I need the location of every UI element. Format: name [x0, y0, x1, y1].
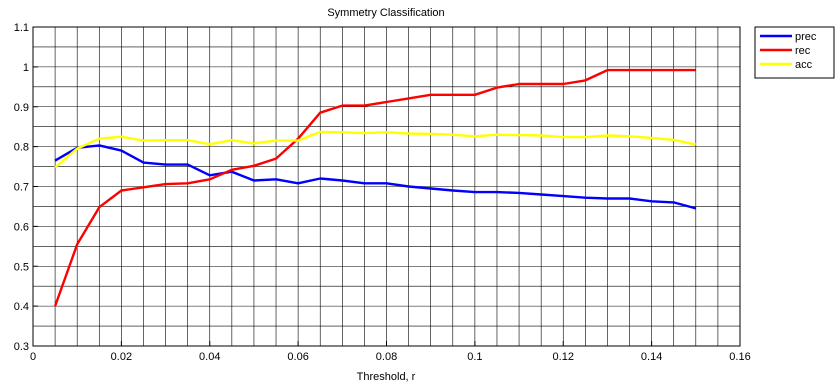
legend-label-rec: rec: [795, 45, 811, 57]
y-tick-label: 0.9: [14, 102, 29, 114]
x-tick-label: 0.14: [641, 351, 662, 363]
y-tick-label: 0.3: [14, 341, 29, 353]
y-axis-ticks: 0.3 0.4 0.5 0.6 0.7 0.8 0.9 1 1.1: [14, 22, 38, 353]
series-line-prec: [54, 144, 697, 210]
y-tick-label: 0.6: [14, 221, 29, 233]
y-tick-label: 1: [23, 62, 29, 74]
chart-title: Symmetry Classification: [327, 7, 444, 19]
legend-label-prec: prec: [795, 31, 817, 43]
y-tick-label: 0.7: [14, 182, 29, 194]
x-tick-label: 0.12: [553, 351, 574, 363]
series-line-acc: [54, 130, 697, 169]
y-tick-label: 0.8: [14, 142, 29, 154]
x-tick-label: 0.02: [111, 351, 132, 363]
y-tick-label: 0.5: [14, 261, 29, 273]
x-tick-label: 0.08: [376, 351, 397, 363]
grid: [33, 27, 740, 346]
x-tick-label: 0: [30, 351, 36, 363]
x-tick-label: 0.06: [287, 351, 308, 363]
legend: prec rec acc: [754, 26, 835, 79]
y-tick-label: 1.1: [14, 22, 29, 34]
x-tick-label: 0.04: [199, 351, 220, 363]
legend-label-acc: acc: [795, 59, 813, 71]
y-tick-label: 0.4: [14, 301, 29, 313]
x-tick-label: 0.16: [729, 351, 750, 363]
x-axis-label: Threshold, r: [357, 371, 416, 383]
series-lines: [53, 68, 697, 307]
x-tick-label: 0.1: [467, 351, 482, 363]
series-line-rec: [53, 68, 696, 307]
x-axis-ticks: 0 0.02 0.04 0.06 0.08 0.1 0.12 0.14 0.16: [30, 341, 751, 363]
